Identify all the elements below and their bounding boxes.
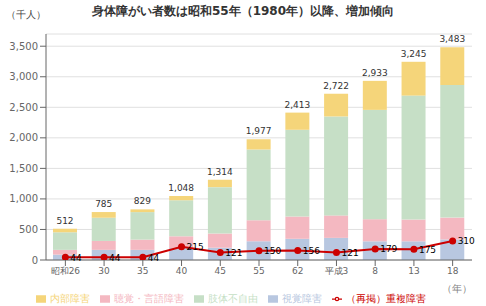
svg-text:500: 500: [19, 224, 38, 235]
svg-text:13: 13: [408, 266, 419, 276]
svg-text:平成3: 平成3: [325, 266, 349, 276]
html-text:肢体不自由: 肢体不自由: [208, 293, 258, 304]
svg-text:3,245: 3,245: [401, 49, 427, 59]
svg-text:3,483: 3,483: [439, 34, 465, 44]
html-text:（再掲）重複障害: （再掲）重複障害: [346, 293, 426, 304]
svg-text:2,933: 2,933: [362, 68, 388, 78]
svg-text:55: 55: [253, 266, 264, 276]
svg-text:8: 8: [372, 266, 378, 276]
svg-text:2,722: 2,722: [323, 81, 349, 91]
svg-text:2,413: 2,413: [284, 100, 310, 110]
svg-text:215: 215: [187, 242, 204, 252]
svg-text:35: 35: [137, 266, 148, 276]
svg-text:62: 62: [292, 266, 303, 276]
svg-text:829: 829: [134, 196, 151, 206]
svg-text:1,977: 1,977: [246, 126, 272, 136]
html-text:聴覚・言語障害: 聴覚・言語障害: [114, 293, 184, 304]
svg-text:179: 179: [380, 244, 397, 254]
svg-text:1,314: 1,314: [207, 167, 233, 177]
html-text:（千人）: （千人）: [6, 9, 46, 20]
svg-text:2,500: 2,500: [9, 102, 38, 113]
svg-text:44: 44: [109, 253, 121, 263]
svg-text:310: 310: [458, 236, 475, 246]
svg-text:785: 785: [95, 199, 112, 209]
svg-text:30: 30: [98, 266, 110, 276]
svg-text:175: 175: [419, 245, 436, 255]
svg-text:121: 121: [225, 248, 242, 258]
svg-text:3,500: 3,500: [9, 41, 38, 52]
html-text:内部障害: 内部障害: [50, 293, 90, 304]
svg-text:（年）: （年）: [442, 283, 472, 294]
svg-text:1,000: 1,000: [9, 193, 38, 204]
svg-text:1,048: 1,048: [168, 183, 194, 193]
svg-text:44: 44: [148, 253, 160, 263]
svg-text:18: 18: [447, 266, 459, 276]
svg-text:156: 156: [303, 246, 320, 256]
svg-text:45: 45: [215, 266, 226, 276]
svg-text:40: 40: [176, 266, 188, 276]
svg-text:150: 150: [264, 246, 281, 256]
svg-text:121: 121: [341, 248, 358, 258]
svg-text:0: 0: [32, 255, 38, 266]
html-text:視覚障害: 視覚障害: [282, 293, 322, 304]
svg-text:512: 512: [56, 216, 73, 226]
svg-text:昭和26: 昭和26: [51, 266, 81, 276]
html-text:身体障がい者数は昭和55年（1980年）以降、増加傾向: 身体障がい者数は昭和55年（1980年）以降、増加傾向: [91, 4, 394, 18]
svg-text:44: 44: [70, 253, 82, 263]
svg-text:2,000: 2,000: [9, 132, 38, 143]
svg-text:3,000: 3,000: [9, 71, 38, 82]
svg-text:1,500: 1,500: [9, 163, 38, 174]
